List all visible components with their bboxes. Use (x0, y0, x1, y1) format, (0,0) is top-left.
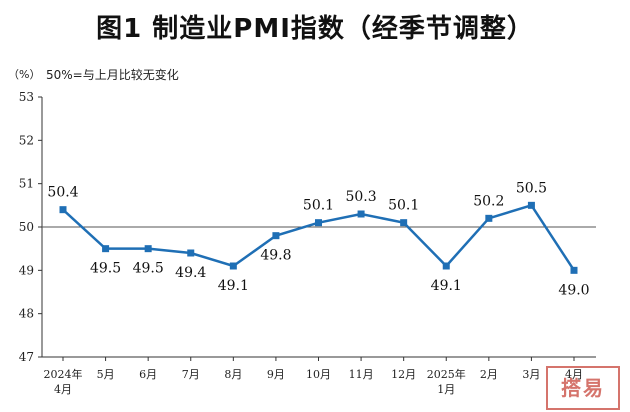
data-point-marker (485, 214, 493, 222)
data-point-marker (357, 210, 365, 218)
x-tick-label: 2025年 (427, 367, 466, 381)
watermark-stamp: 搭易 (546, 366, 620, 410)
x-tick-label: 10月 (306, 368, 331, 381)
data-label: 49.1 (431, 278, 462, 294)
data-label: 49.4 (175, 265, 206, 281)
data-label: 50.1 (303, 198, 334, 214)
data-label: 50.2 (473, 193, 504, 209)
data-label: 49.1 (218, 278, 249, 294)
y-tick-label: 50 (19, 220, 34, 234)
data-point-marker (272, 232, 280, 240)
data-point-marker (527, 201, 535, 209)
x-tick-label: 9月 (267, 368, 285, 381)
data-label: 50.3 (345, 189, 376, 205)
x-tick-label: 4月 (54, 383, 72, 396)
x-tick-label: 12月 (391, 368, 416, 381)
x-tick-label: 11月 (349, 368, 374, 381)
y-tick-label: 53 (19, 90, 34, 104)
x-tick-label: 8月 (224, 368, 242, 381)
data-point-marker (229, 262, 237, 270)
y-tick-label: 47 (19, 350, 34, 364)
x-tick-label: 7月 (182, 368, 200, 381)
x-tick-label: 2024年 (44, 367, 83, 381)
x-tick-label: 6月 (139, 368, 157, 381)
x-tick-label: 4月 (565, 368, 583, 381)
y-tick-label: 52 (19, 133, 34, 147)
x-tick-label: 3月 (522, 368, 540, 381)
x-tick-label: 1月 (437, 383, 455, 396)
data-label: 49.5 (90, 261, 121, 277)
y-tick-label: 51 (19, 177, 34, 191)
baseline-note: 50%=与上月比较无变化 (46, 68, 179, 82)
y-tick-label: 49 (19, 263, 34, 277)
data-point-marker (400, 219, 408, 227)
data-point-marker (570, 266, 578, 274)
data-point-marker (187, 249, 195, 257)
data-label: 50.5 (516, 180, 547, 196)
data-label: 49.8 (260, 248, 291, 264)
data-point-marker (315, 219, 322, 227)
y-axis-unit: （%） (8, 68, 41, 81)
data-point-marker (144, 245, 152, 253)
data-label: 49.5 (133, 261, 164, 277)
data-point-marker (59, 206, 67, 214)
data-point-marker (102, 245, 110, 253)
y-tick-label: 48 (19, 307, 34, 321)
data-label: 50.4 (47, 185, 78, 201)
x-tick-label: 2月 (480, 368, 498, 381)
data-point-marker (442, 262, 450, 270)
data-label: 49.0 (558, 282, 589, 298)
data-label: 50.1 (388, 198, 419, 214)
x-tick-label: 5月 (97, 368, 115, 381)
chart-title: 图1 制造业PMI指数（经季节调整） (96, 14, 534, 44)
